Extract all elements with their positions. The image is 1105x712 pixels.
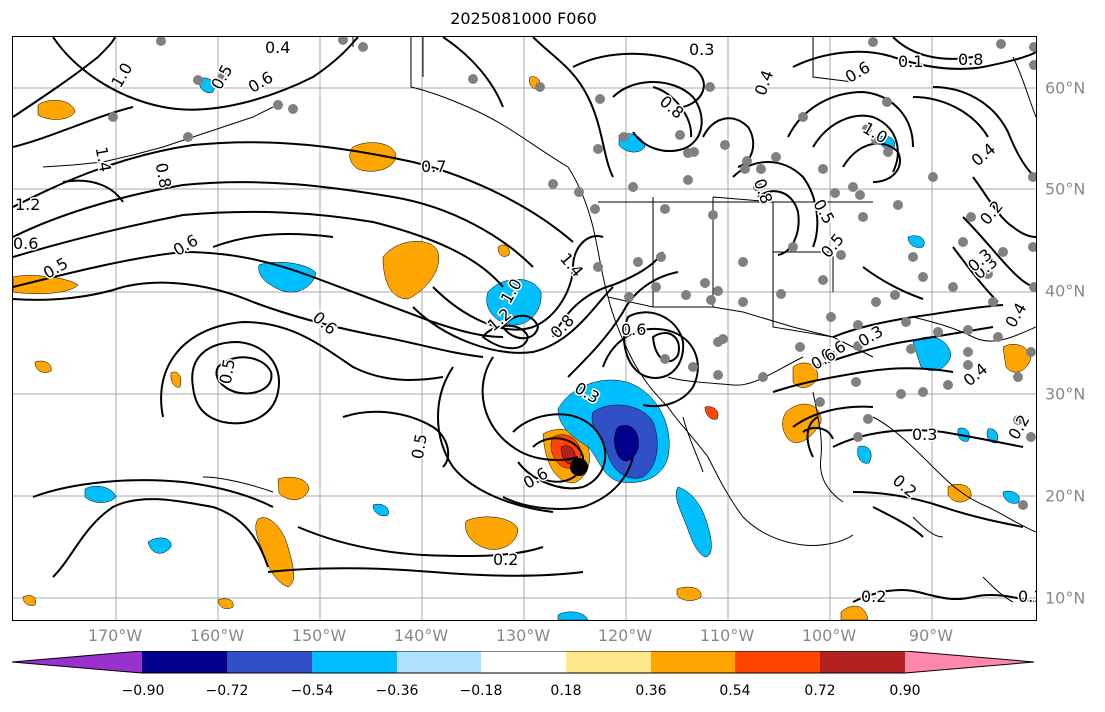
contour-label: 0.6 xyxy=(245,67,277,96)
contour-label: 0.2 xyxy=(861,587,886,606)
contour-label: 0.5 xyxy=(408,432,431,460)
colorbar-swatch xyxy=(312,651,397,673)
colorbar-swatch xyxy=(481,651,566,673)
colorbar-tick: −0.18 xyxy=(459,683,503,699)
contour-label: 0.6 xyxy=(13,234,38,253)
station-markers xyxy=(108,37,1036,510)
coastlines xyxy=(42,37,1036,603)
colorbar-swatch xyxy=(651,651,735,673)
contour-label: 0.6 xyxy=(842,57,874,86)
contour-label: 0.6 xyxy=(520,463,552,492)
latitude-label: 30°N xyxy=(1045,384,1086,404)
contour-label: 0.5 xyxy=(216,357,239,385)
negative-anomaly-shading xyxy=(84,77,1020,620)
contour-label: 0.7 xyxy=(421,157,446,176)
colorbar-swatch xyxy=(397,651,481,673)
map-title: 2025081000 F060 xyxy=(450,9,597,28)
longitude-label: 140°W xyxy=(393,626,449,645)
contour-label: 0.4 xyxy=(751,68,778,98)
contour-label: 0.2 xyxy=(976,197,1007,229)
contour-label: 0.1 xyxy=(898,52,923,71)
latitude-label: 40°N xyxy=(1045,281,1086,301)
contour-label: 0.2 xyxy=(493,550,518,569)
colorbar-tick: 0.18 xyxy=(550,683,582,699)
colorbar-tick: −0.90 xyxy=(121,683,165,699)
colorbar-tick: 0.90 xyxy=(889,683,921,699)
colorbar-extend-high xyxy=(905,651,1034,673)
contour-label: 0.6 xyxy=(309,308,341,339)
colorbar-swatch xyxy=(566,651,651,673)
longitude-label: 110°W xyxy=(699,626,755,645)
latitude-label: 20°N xyxy=(1045,486,1086,506)
colorbar-tick: −0.72 xyxy=(205,683,249,699)
colorbar-tick: 0.54 xyxy=(719,683,751,699)
colorbar-tick: 0.72 xyxy=(804,683,836,699)
contour-label: 0.6 xyxy=(621,320,646,339)
longitude-label: 170°W xyxy=(87,626,143,645)
colorbar-extend-low xyxy=(12,651,142,673)
contour-label: 0.4 xyxy=(1001,299,1030,331)
contour-label: 0.4 xyxy=(968,139,1000,170)
longitude-label: 160°W xyxy=(189,626,245,645)
longitude-label: 120°W xyxy=(597,626,653,645)
map-panel: 0.4 1.0 0.5 0.6 0.3 0.8 0.4 0.6 0.1 0.8 … xyxy=(12,36,1037,621)
longitude-label: 100°W xyxy=(801,626,857,645)
colorbar-swatch xyxy=(735,651,820,673)
storm-center-marker xyxy=(570,458,588,476)
contour-label: 0.8 xyxy=(152,161,175,189)
contour-label: 1.0 xyxy=(107,59,136,91)
longitude-label: 130°W xyxy=(495,626,551,645)
latitude-label: 10°N xyxy=(1045,588,1086,608)
contour-label: 1.2 xyxy=(15,195,40,214)
colorbar-swatch xyxy=(142,651,227,673)
contour-label: 0.8 xyxy=(656,92,688,123)
positive-anomaly-shading xyxy=(13,76,1032,620)
contour-label: 0.2 xyxy=(889,471,921,502)
latitude-label: 50°N xyxy=(1045,179,1086,199)
longitude-label: 150°W xyxy=(291,626,347,645)
colorbar-tick: 0.36 xyxy=(635,683,667,699)
contour-label: 0.3 xyxy=(689,40,714,59)
contour-label: 0.1 xyxy=(1018,587,1036,606)
contour-label: 0.3 xyxy=(912,425,937,444)
colorbar-swatch xyxy=(227,651,312,673)
longitude-label: 90°W xyxy=(908,626,954,645)
contour-label: 1.4 xyxy=(556,249,587,281)
latitude-label: 60°N xyxy=(1045,78,1086,98)
colorbar xyxy=(11,650,1036,679)
contour-label: 0.4 xyxy=(265,38,290,57)
colorbar-swatch xyxy=(820,651,905,673)
colorbar-tick: −0.54 xyxy=(290,683,334,699)
colorbar-tick: −0.36 xyxy=(375,683,419,699)
contour-label: 0.8 xyxy=(958,50,983,69)
contour-label: 0.6 xyxy=(170,230,202,259)
